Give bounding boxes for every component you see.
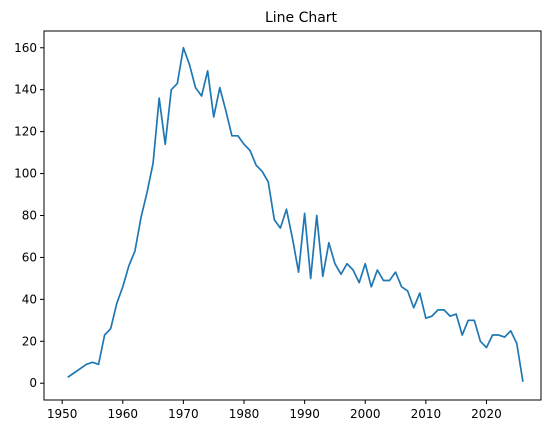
x-tick-label: 1950: [47, 407, 78, 421]
ticks-layer: 1950 1960 1970 1980 1990 2000 2010 2020 0 20 40 60 8…: [14, 41, 502, 421]
y-tick-label: 120: [14, 125, 37, 139]
x-tick-label: 2020: [471, 407, 502, 421]
plot-frame: [43, 30, 542, 401]
x-tick-label: 1980: [229, 407, 260, 421]
x-tick-label: 2000: [350, 407, 381, 421]
x-tick-label: 1970: [168, 407, 199, 421]
y-tick-label: 160: [14, 41, 37, 55]
x-tick-label: 2010: [411, 407, 442, 421]
y-tick-label: 60: [22, 250, 37, 264]
series-line-0: [67, 46, 524, 382]
x-tick-label: 1960: [108, 407, 139, 421]
series-layer: [67, 46, 524, 382]
y-tick-label: 80: [22, 209, 37, 223]
x-tick-label: 1990: [289, 407, 320, 421]
chart-title: Line Chart: [265, 10, 338, 26]
y-tick-label: 20: [22, 334, 37, 348]
y-tick-label: 0: [29, 376, 37, 390]
y-tick-label: 140: [14, 83, 37, 97]
y-tick-label: 100: [14, 167, 37, 181]
y-tick-label: 40: [22, 292, 37, 306]
axes-layer: [43, 30, 542, 401]
